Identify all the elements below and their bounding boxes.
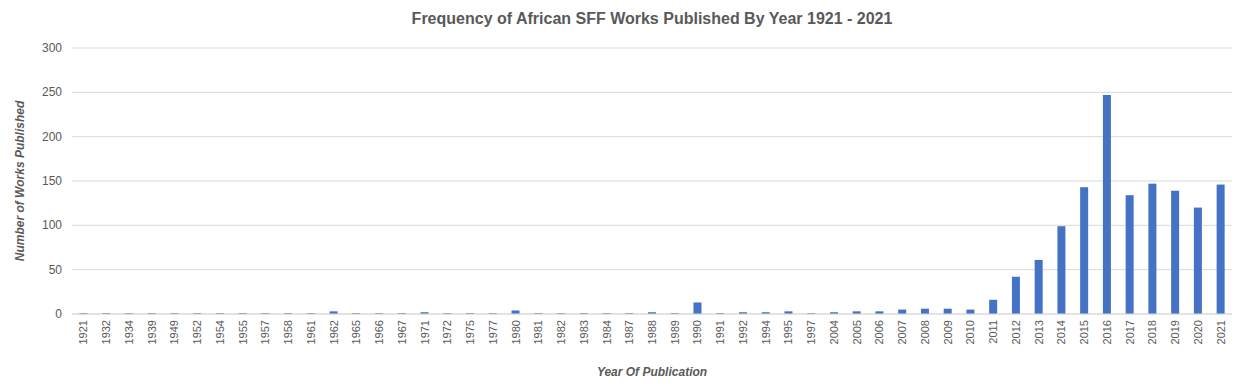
x-tick-label: 1977 [487,320,499,344]
bars [79,95,1224,314]
bar [1103,95,1111,314]
x-tick-label: 2013 [1033,320,1045,344]
x-tick-label: 1962 [328,320,340,344]
grid-line [72,225,1232,226]
x-tick-label: 1987 [623,320,635,344]
grid-line [72,136,1232,137]
x-tick-label: 1961 [305,320,317,344]
x-tick-label: 1967 [396,320,408,344]
x-tick-label: 2016 [1101,320,1113,344]
x-tick-label: 1983 [578,320,590,344]
x-tick-label: 1990 [691,320,703,344]
x-tick-label: 1994 [760,320,772,344]
x-tick-label: 1981 [532,320,544,344]
bar [1012,277,1020,314]
grid-line [72,48,1232,49]
y-tick-label: 100 [42,218,62,232]
x-tick-label: 2004 [828,320,840,344]
x-tick-label: 1989 [669,320,681,344]
x-tick-label: 1966 [373,320,385,344]
bar [1080,187,1088,314]
x-tick-label: 1984 [601,320,613,344]
bar [921,309,929,314]
bar [1217,185,1225,314]
x-axis-title: Year Of Publication [597,365,707,379]
x-tick-label: 1995 [782,320,794,344]
y-tick-label: 300 [42,41,62,55]
bar [966,310,974,314]
chart: Frequency of African SFF Works Published… [0,0,1249,387]
title: Frequency of African SFF Works Published… [412,10,893,27]
x-tick-label: 1958 [282,320,294,344]
x-tick-label: 1957 [259,320,271,344]
x-tick-label: 1980 [510,320,522,344]
x-tick-label: 1934 [123,320,135,344]
x-tick-label: 2008 [919,320,931,344]
bar [898,310,906,314]
x-tick-label: 2005 [851,320,863,344]
x-tick-label: 1975 [464,320,476,344]
y-tick-label: 0 [55,307,62,321]
bar [1148,184,1156,314]
x-tick-label: 2014 [1055,320,1067,344]
bar [1171,191,1179,314]
x-tick-label: 2009 [942,320,954,344]
x-tick-label: 1932 [100,320,112,344]
bar [944,309,952,314]
x-tick-label: 2020 [1192,320,1204,344]
x-tick-label: 2010 [964,320,976,344]
x-tick-label: 2019 [1169,320,1181,344]
x-tick-label: 2006 [873,320,885,344]
x-tick-label: 1939 [146,320,158,344]
x-tick-label: 1921 [77,320,89,344]
x-tick-label: 1952 [191,320,203,344]
x-tick-label: 1965 [350,320,362,344]
x-tick-label: 1971 [419,320,431,344]
bar [1035,260,1043,314]
bar [1126,195,1134,314]
bar [693,302,701,314]
x-tick-label: 1992 [737,320,749,344]
x-tick-label: 2021 [1215,320,1227,344]
y-tick-label: 200 [42,130,62,144]
x-tick-label: 1949 [168,320,180,344]
x-tick-label: 2012 [1010,320,1022,344]
bar [1057,226,1065,314]
grid-line [72,92,1232,93]
y-tick-label: 250 [42,85,62,99]
grid-line [72,314,1232,315]
x-tick-label: 2015 [1078,320,1090,344]
x-tick-label: 2011 [987,320,999,344]
grid-line [72,181,1232,182]
y-axis-title: Number of Works Published [13,100,27,261]
x-tick-label: 1997 [805,320,817,344]
x-tick-label: 1982 [555,320,567,344]
x-tick-label: 2018 [1146,320,1158,344]
bar [512,310,520,314]
y-tick-label: 50 [49,263,63,277]
x-tick-label: 1988 [646,320,658,344]
grid [72,48,1232,314]
x-tick-label: 1972 [441,320,453,344]
x-tick-label: 1991 [714,320,726,344]
bar [1194,208,1202,314]
x-tick-label: 2017 [1124,320,1136,344]
x-tick-label: 1954 [214,320,226,344]
x-tick-label: 1955 [237,320,249,344]
bar [989,300,997,314]
x-tick-label: 2007 [896,320,908,344]
x-axis [72,314,1232,315]
y-tick-label: 150 [42,174,62,188]
